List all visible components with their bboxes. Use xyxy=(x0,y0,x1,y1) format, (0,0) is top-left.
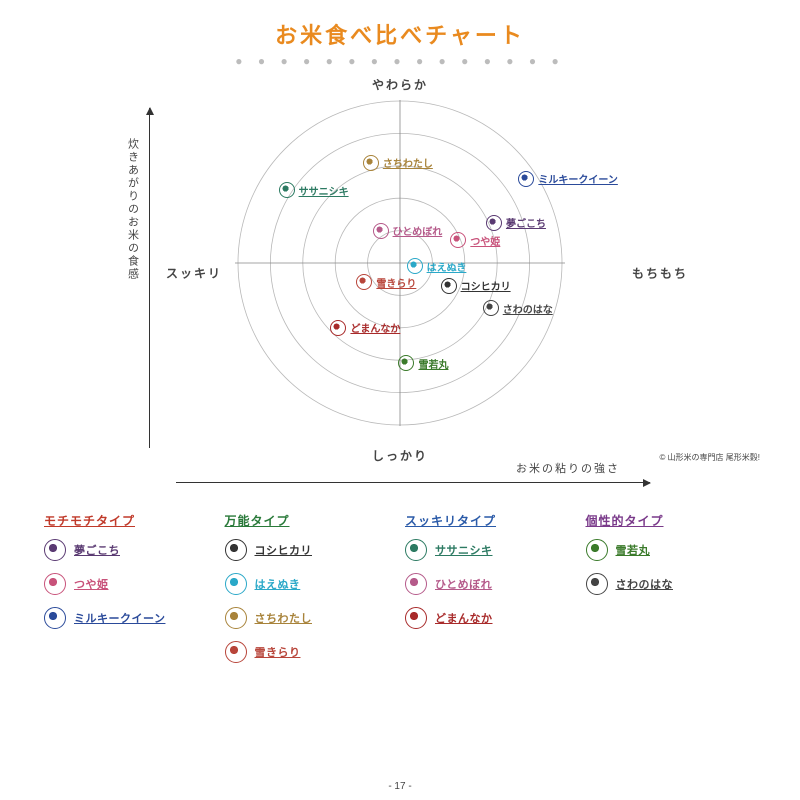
rice-icon xyxy=(407,258,423,274)
rice-icon xyxy=(44,539,66,561)
rice-icon xyxy=(441,278,457,294)
rice-icon xyxy=(483,300,499,316)
legend-header: スッキリタイプ xyxy=(405,512,576,529)
rice-icon xyxy=(398,355,414,371)
point-雪きらり: 雪きらり xyxy=(356,274,416,290)
legend-label: 雪きらり xyxy=(255,644,301,660)
x-axis-arrow xyxy=(176,482,650,484)
legend-column: モチモチタイプ夢ごこちつや姫ミルキークイーン xyxy=(44,512,215,675)
axis-label-left: スッキリ xyxy=(166,265,222,282)
point-label: コシヒカリ xyxy=(461,278,511,293)
copyright: © 山形米の専門店 尾形米穀! xyxy=(659,452,760,463)
point-雪若丸: 雪若丸 xyxy=(398,355,448,371)
legend-label: はえぬき xyxy=(255,576,301,592)
rice-icon xyxy=(225,641,247,663)
legend-column: 万能タイプコシヒカリはえぬきさちわたし雪きらり xyxy=(225,512,396,675)
point-label: どまんなか xyxy=(350,320,400,335)
point-label: 雪きらり xyxy=(376,275,416,290)
rice-icon xyxy=(405,607,427,629)
legend-label: 夢ごこち xyxy=(74,542,120,558)
point-label: 夢ごこち xyxy=(506,215,546,230)
rice-icon xyxy=(356,274,372,290)
rice-icon xyxy=(486,215,502,231)
legend-label: さちわたし xyxy=(255,610,313,626)
legend-label: どまんなか xyxy=(435,610,493,626)
legend-item: どまんなか xyxy=(405,607,576,629)
point-label: ササニシキ xyxy=(299,183,349,198)
legend-label: ミルキークイーン xyxy=(74,610,165,626)
x-axis-title: お米の粘りの強さ xyxy=(516,460,620,476)
point-ミルキークイーン: ミルキークイーン xyxy=(518,171,618,187)
point-コシヒカリ: コシヒカリ xyxy=(441,278,511,294)
rice-icon xyxy=(450,232,466,248)
legend-label: 雪若丸 xyxy=(616,542,651,558)
legend: モチモチタイプ夢ごこちつや姫ミルキークイーン万能タイプコシヒカリはえぬきさちわた… xyxy=(44,512,756,675)
legend-item: はえぬき xyxy=(225,573,396,595)
legend-item: つや姫 xyxy=(44,573,215,595)
axis-label-right: もちもち xyxy=(632,265,688,282)
legend-item: 雪若丸 xyxy=(586,539,757,561)
rice-icon xyxy=(279,182,295,198)
rice-icon xyxy=(373,223,389,239)
legend-label: ササニシキ xyxy=(435,542,493,558)
rice-icon xyxy=(44,607,66,629)
rice-icon xyxy=(405,539,427,561)
point-さわのはな: さわのはな xyxy=(483,300,553,316)
legend-item: さちわたし xyxy=(225,607,396,629)
legend-item: ササニシキ xyxy=(405,539,576,561)
point-どまんなか: どまんなか xyxy=(330,320,400,336)
rice-icon xyxy=(518,171,534,187)
legend-header: モチモチタイプ xyxy=(44,512,215,529)
point-ひとめぼれ: ひとめぼれ xyxy=(373,223,443,239)
rice-icon xyxy=(586,539,608,561)
legend-item: 夢ごこち xyxy=(44,539,215,561)
point-ササニシキ: ササニシキ xyxy=(279,182,349,198)
point-label: はえぬき xyxy=(427,259,467,274)
y-axis-title: 炊きあがりのお米の食感 xyxy=(124,138,141,281)
page-number: - 17 - xyxy=(0,781,800,792)
point-夢ごこち: 夢ごこち xyxy=(486,215,546,231)
legend-label: ひとめぼれ xyxy=(435,576,492,592)
legend-header: 個性的タイプ xyxy=(586,512,757,529)
rice-icon xyxy=(225,539,247,561)
point-label: さちわたし xyxy=(383,155,433,170)
rice-icon xyxy=(586,573,608,595)
legend-label: つや姫 xyxy=(74,576,109,592)
point-つや姫: つや姫 xyxy=(450,232,500,248)
legend-item: コシヒカリ xyxy=(225,539,396,561)
rice-icon xyxy=(225,573,247,595)
legend-column: 個性的タイプ雪若丸さわのはな xyxy=(586,512,757,675)
rice-icon xyxy=(405,573,427,595)
point-はえぬき: はえぬき xyxy=(407,258,467,274)
chart-svg xyxy=(180,78,620,448)
legend-item: 雪きらり xyxy=(225,641,396,663)
legend-label: コシヒカリ xyxy=(255,542,313,558)
y-axis-arrow xyxy=(149,108,151,448)
rice-icon xyxy=(330,320,346,336)
legend-item: ミルキークイーン xyxy=(44,607,215,629)
rice-icon xyxy=(44,573,66,595)
rice-icon xyxy=(225,607,247,629)
axis-label-top: やわらか xyxy=(120,76,680,93)
rice-comparison-chart: 炊きあがりのお米の食感 やわらか しっかり スッキリ もちもち さちわたしササニ… xyxy=(120,78,680,468)
point-label: ミルキークイーン xyxy=(538,171,618,186)
point-さちわたし: さちわたし xyxy=(363,155,433,171)
point-label: つや姫 xyxy=(470,233,500,248)
rice-icon xyxy=(363,155,379,171)
point-label: ひとめぼれ xyxy=(393,223,443,238)
page-container: お米食べ比べチャート ● ● ● ● ● ● ● ● ● ● ● ● ● ● ●… xyxy=(0,0,800,800)
page-title: お米食べ比べチャート xyxy=(30,18,770,50)
legend-column: スッキリタイプササニシキひとめぼれどまんなか xyxy=(405,512,576,675)
point-label: さわのはな xyxy=(503,301,553,316)
point-label: 雪若丸 xyxy=(418,356,448,371)
legend-header: 万能タイプ xyxy=(225,512,396,529)
legend-item: さわのはな xyxy=(586,573,757,595)
divider-dots: ● ● ● ● ● ● ● ● ● ● ● ● ● ● ● xyxy=(30,54,770,68)
legend-label: さわのはな xyxy=(616,576,674,592)
legend-item: ひとめぼれ xyxy=(405,573,576,595)
